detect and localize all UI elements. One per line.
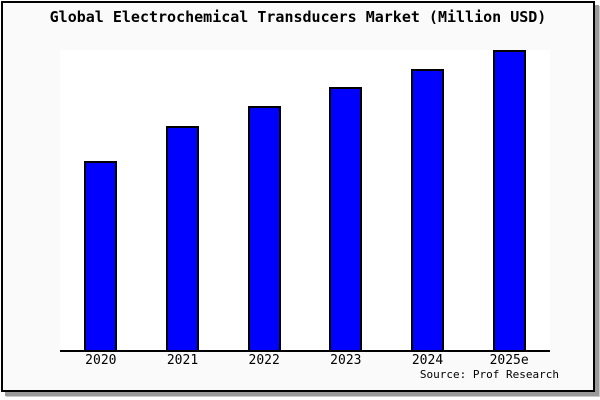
source-attribution: Source: Prof Research [419, 368, 559, 381]
bar-2025e [492, 50, 526, 350]
x-tick-label-2020: 2020 [85, 353, 117, 368]
bar-2021 [166, 126, 199, 350]
x-tick-label-2023: 2023 [330, 353, 362, 368]
x-tick-label-2021: 2021 [166, 353, 199, 368]
x-tick-label-2025e: 2025e [489, 353, 529, 368]
chart-title: Global Electrochemical Transducers Marke… [49, 8, 547, 26]
bar-2020 [84, 161, 118, 350]
plot-area [60, 50, 550, 352]
bar-2022 [247, 106, 281, 350]
bar-2023 [329, 87, 363, 350]
x-tick-label-2024: 2024 [411, 353, 444, 368]
x-tick-label-2022: 2022 [248, 353, 280, 368]
x-axis-labels: 2020 2021 2022 2023 2024 2025e [60, 353, 550, 369]
bar-2024 [411, 69, 444, 350]
chart-figure: Global Electrochemical Transducers Marke… [1, 1, 595, 392]
